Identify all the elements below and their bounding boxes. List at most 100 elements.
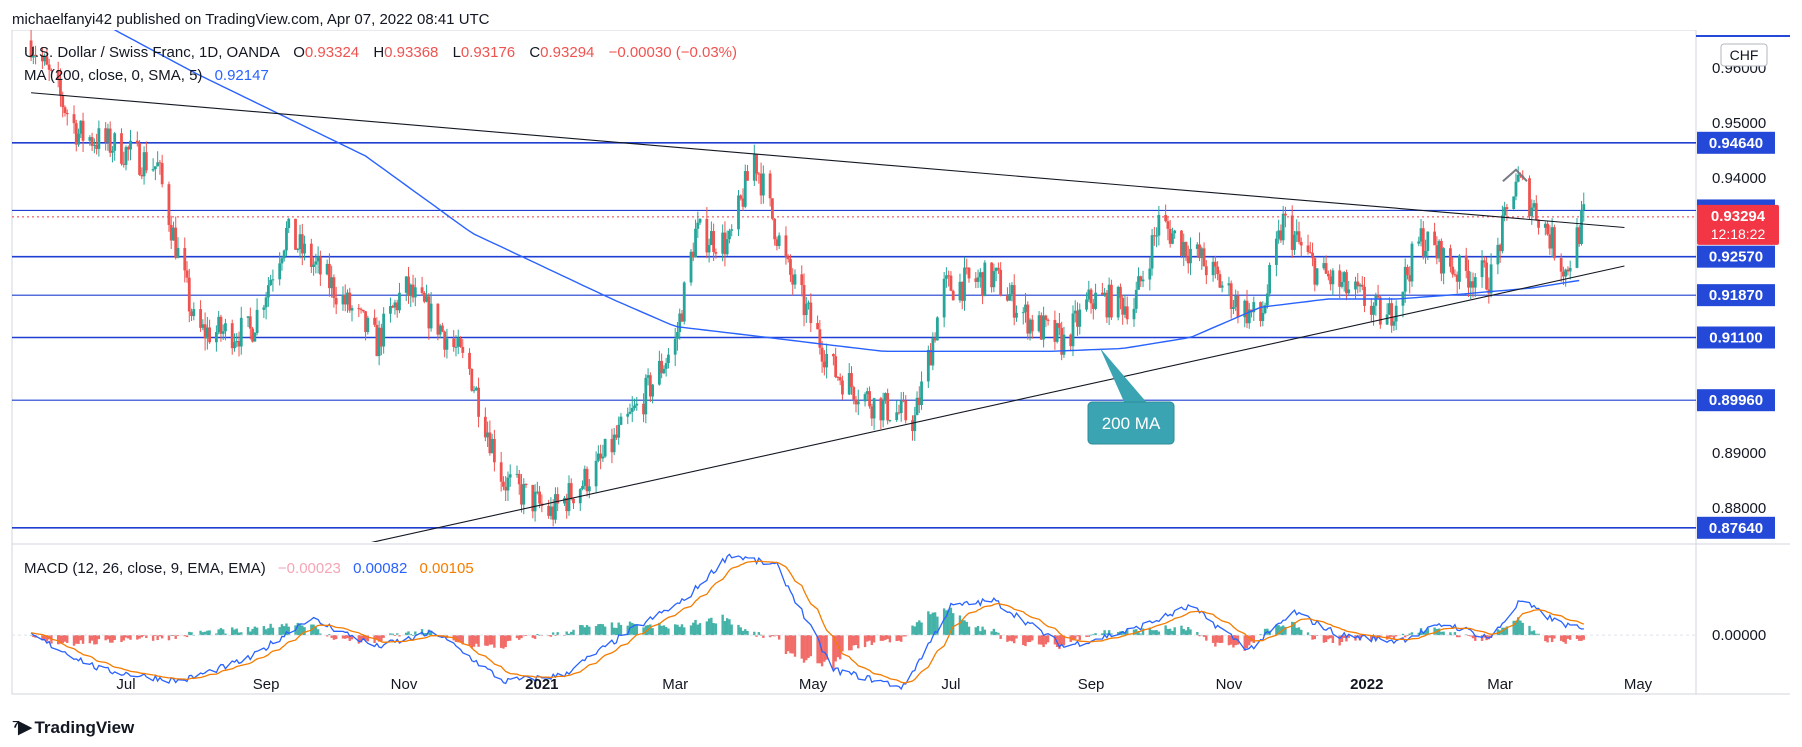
macd-histogram-bar <box>929 614 932 636</box>
candle-body <box>1559 258 1563 272</box>
candle-body <box>816 322 819 330</box>
candle-body <box>468 352 471 369</box>
macd-histogram-bar <box>692 622 695 636</box>
candle-body <box>1184 242 1188 257</box>
candle-body <box>230 323 234 349</box>
candle-body <box>1150 235 1154 269</box>
candle-body <box>1442 248 1446 274</box>
candle-body <box>1252 302 1256 313</box>
candle-body <box>1008 294 1012 301</box>
candle-body <box>294 218 297 250</box>
candle-body <box>1408 275 1412 282</box>
candle-body <box>1265 293 1269 306</box>
candle-body <box>1026 304 1030 334</box>
macd-histogram-bar <box>1568 635 1572 640</box>
candle-body <box>657 360 661 385</box>
candle-body <box>1134 289 1138 309</box>
candle-body <box>1424 250 1427 257</box>
macd-histogram-bar <box>1078 635 1081 641</box>
macd-histogram-bar <box>1139 633 1142 636</box>
candle-body <box>1204 266 1208 276</box>
candle-body <box>45 56 49 65</box>
price-axis[interactable]: 0.960000.950000.940000.890000.880000.000… <box>1697 60 1779 644</box>
macd-histogram-bar <box>1544 635 1547 642</box>
candle-body <box>770 198 774 219</box>
last-price-label: 0.93294 <box>1711 208 1766 225</box>
candle-body <box>1089 289 1093 304</box>
macd-histogram-bar <box>1433 627 1436 636</box>
macd-histogram-bar <box>651 628 654 636</box>
candle-body <box>651 384 655 397</box>
macd-histogram-bar <box>967 626 971 636</box>
candle-body <box>1168 228 1172 244</box>
macd-histogram-bar <box>1503 627 1506 636</box>
chart-canvas[interactable]: 0.960000.950000.940000.890000.880000.000… <box>0 30 1802 720</box>
candle-body <box>1039 315 1043 340</box>
currency-badge[interactable]: CHF <box>1720 43 1768 67</box>
candle-body <box>881 400 885 421</box>
candle-body <box>1012 285 1016 318</box>
macd-histogram-bar <box>612 627 616 636</box>
macd-histogram-bar <box>1166 628 1170 636</box>
candle-body <box>897 412 901 414</box>
candle-body <box>233 342 236 349</box>
macd-histogram-bar <box>253 626 257 636</box>
macd-histogram-bar <box>857 635 860 649</box>
macd-histogram-bar <box>1379 635 1382 638</box>
candle-body <box>1331 270 1335 285</box>
macd-histogram-bar <box>809 635 813 657</box>
candle-body <box>915 397 919 416</box>
time-axis[interactable]: Jul Sep Nov 2021 Mar May Jul Sep Nov 2022 Mar May <box>116 676 1652 693</box>
macd-histogram-bar <box>1575 635 1579 639</box>
candle-body <box>547 505 551 516</box>
candle-body <box>1390 303 1394 326</box>
macd-histogram-bar <box>1293 622 1296 636</box>
macd-histogram-bar <box>1211 635 1215 643</box>
macd-histogram-bar <box>1220 635 1224 643</box>
macd-histogram-bar <box>789 635 792 654</box>
candle-body <box>784 235 788 257</box>
macd-histogram-bar <box>391 633 394 636</box>
macd-histogram-bar <box>746 631 749 636</box>
tradingview-logo[interactable]: ⁷▶ TradingView <box>12 716 134 739</box>
macd-histogram-bar <box>298 623 302 636</box>
candle-body <box>1229 283 1233 309</box>
macd-histogram-bar <box>1390 635 1393 637</box>
level-tag-label: 0.94640 <box>1709 135 1763 152</box>
candle-body <box>737 195 740 230</box>
candle-body <box>868 391 871 407</box>
candle-body <box>488 432 492 454</box>
candle-body <box>318 256 322 275</box>
macd-histogram-bar <box>777 635 781 640</box>
macd-histogram-bar <box>167 635 171 641</box>
macd-histogram-bar <box>1218 635 1222 643</box>
macd-histogram-bar <box>524 635 528 636</box>
candle-body <box>694 228 697 258</box>
macd-histogram-bar <box>757 632 761 636</box>
candle-body <box>847 373 851 395</box>
candle-body <box>72 114 76 124</box>
candle-body <box>863 394 867 402</box>
macd-histogram-bar <box>145 635 148 639</box>
candle-body <box>1308 251 1312 253</box>
candle-body <box>755 154 758 174</box>
macd-histogram-bar <box>1537 633 1540 636</box>
macd-histogram-bar <box>1519 620 1522 636</box>
macd-histogram-bar <box>997 632 1000 636</box>
candle-body <box>768 173 772 199</box>
macd-histogram-bar <box>208 630 211 636</box>
time-tick-label: May <box>1624 676 1653 693</box>
candle-body <box>1195 244 1199 249</box>
change-value: −0.00030 (−0.03%) <box>609 44 737 61</box>
macd-histogram-bar <box>712 623 715 636</box>
macd-histogram-bar <box>1024 635 1027 647</box>
candle-body <box>429 303 433 329</box>
candle-body <box>524 483 528 486</box>
macd-histogram-bar <box>1132 629 1136 636</box>
candle-body <box>1564 269 1568 277</box>
candle-body <box>1363 286 1366 306</box>
ma-annotation-callout[interactable]: 200 MA <box>1087 348 1175 445</box>
candle-body <box>1514 181 1518 197</box>
candle-body <box>1358 284 1362 287</box>
candle-body <box>1326 273 1330 277</box>
